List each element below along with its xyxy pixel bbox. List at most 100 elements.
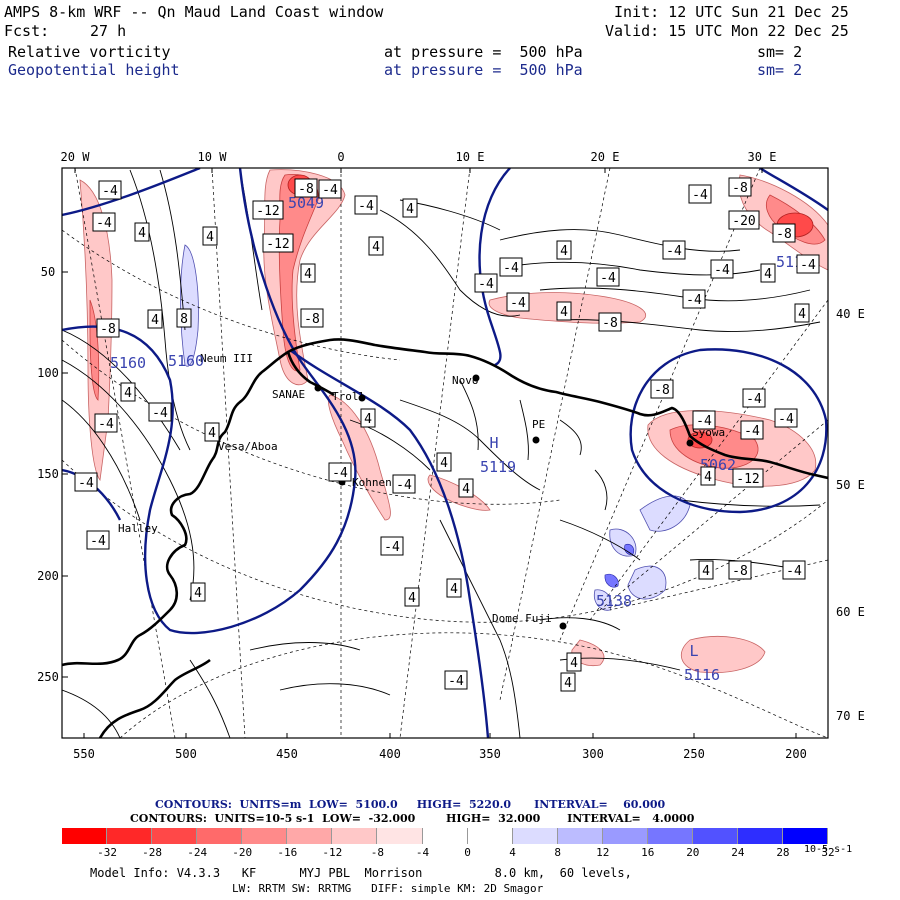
- contour-label: -12: [736, 472, 759, 487]
- contour-label: -4: [666, 244, 682, 259]
- station-label: Novo: [452, 374, 479, 387]
- field1-level: at pressure = 500 hPa: [384, 43, 583, 61]
- station-label: Troll: [332, 390, 365, 403]
- bottom-x-tick: 200: [785, 747, 807, 761]
- contour-label-box: [598, 312, 622, 332]
- contour-label-box: [360, 408, 376, 428]
- bottom-x-tick: 550: [73, 747, 95, 761]
- colorbar-label: -8: [370, 846, 385, 859]
- contour-label: -4: [152, 406, 168, 421]
- contour-label-box: [794, 303, 810, 323]
- contour-label-box: [262, 233, 294, 253]
- contour-label: -4: [800, 258, 816, 273]
- colorbar-unit: 10-5 s-1: [804, 844, 853, 855]
- field2-smoothing: sm= 2: [757, 61, 803, 79]
- contour-label-box: [404, 587, 420, 607]
- physics-info: LW: RRTM SW: RRTMG DIFF: simple KM: 2D S…: [232, 882, 544, 895]
- contour-label-box: [692, 410, 716, 430]
- contour-label-box: [92, 212, 116, 232]
- colorbar-label: -32: [97, 846, 117, 859]
- contour-label-box: [190, 582, 206, 602]
- contour-label: 4: [560, 244, 568, 259]
- top-lon-label: 10 E: [456, 150, 485, 164]
- contour-label-box: [176, 308, 192, 328]
- contour-label-box: [728, 177, 752, 197]
- colorbar-swatch: [242, 828, 288, 844]
- contour-label: 4: [138, 226, 146, 241]
- contour-label: 4: [372, 240, 380, 255]
- contour-label: 4: [364, 412, 372, 427]
- contour-label-box: [380, 536, 404, 556]
- contour-label: -4: [744, 424, 760, 439]
- valid-time: Valid: 15 UTC Mon 22 Dec 25: [605, 22, 849, 40]
- colorbar-swatch: [62, 828, 108, 844]
- contour-label: 4: [151, 313, 159, 328]
- contour-label-box: [368, 236, 384, 256]
- contour-label-box: [436, 452, 452, 472]
- contour-label: -8: [100, 322, 116, 337]
- right-lon-label: 50 E: [836, 478, 865, 492]
- contour-label: 4: [406, 202, 414, 217]
- contour-label-box: [499, 257, 523, 277]
- contour-label-box: [444, 670, 468, 690]
- colorbar-label: -12: [322, 846, 343, 859]
- top-lon-label: 20 E: [591, 150, 620, 164]
- colorbar-swatch: [377, 828, 423, 844]
- contour-label: -4: [786, 564, 802, 579]
- contour-label-box: [506, 292, 530, 312]
- contour-label: -4: [686, 293, 702, 308]
- contour-label-box: [86, 530, 110, 550]
- left-y-tick: 150: [37, 467, 59, 481]
- contour-label: -4: [98, 417, 114, 432]
- contour-label: -4: [600, 271, 616, 286]
- contour-label-box: [662, 240, 686, 260]
- vorticity-contours: [62, 169, 821, 738]
- top-lon-label: 30 E: [748, 150, 777, 164]
- station-label: Dome Fuji: [492, 612, 552, 625]
- colorbar-swatch: [692, 828, 738, 844]
- colorbar-label: 24: [731, 846, 745, 859]
- field1-name: Relative vorticity: [8, 43, 171, 61]
- contour-label: -8: [602, 316, 618, 331]
- height-label: 5160: [110, 354, 146, 372]
- contour-label-box: [760, 263, 776, 283]
- contour-label-box: [596, 267, 620, 287]
- contour-label: 4: [124, 386, 132, 401]
- contour-label: -8: [654, 383, 670, 398]
- station-label: Vesa/Aboa: [218, 440, 278, 453]
- contour-label: 4: [702, 564, 710, 579]
- colorbar-swatch: [647, 828, 693, 844]
- station-label: SANAE: [272, 388, 305, 401]
- contour-label-box: [294, 178, 318, 198]
- colorbar-label: 0: [464, 846, 471, 859]
- contour-label: 4: [560, 305, 568, 320]
- contour-label: -12: [256, 204, 279, 219]
- contour-label-box: [772, 223, 796, 243]
- contour-label-box: [204, 422, 220, 442]
- contour-label: -4: [448, 674, 464, 689]
- positive-vorticity-shading: [180, 244, 691, 611]
- forecast-label: Fcst:: [4, 22, 50, 40]
- contour-label-box: [96, 318, 120, 338]
- contour-label: -8: [298, 182, 314, 197]
- colorbar-label: 4: [509, 846, 516, 859]
- height-label: 5116: [684, 666, 720, 684]
- top-lon-label: 0: [337, 150, 344, 164]
- bottom-x-tick: 450: [276, 747, 298, 761]
- graticule: [62, 168, 828, 738]
- contour-label: -4: [503, 261, 519, 276]
- pressure-center: L: [689, 642, 698, 660]
- contour-label: 4: [564, 676, 572, 691]
- contour-label: 4: [704, 470, 712, 485]
- contour-label-box: [688, 184, 712, 204]
- colorbar-swatch: [107, 828, 153, 844]
- contour-label: 4: [764, 267, 772, 282]
- contour-label: 4: [304, 267, 312, 282]
- contour-label: -4: [102, 184, 118, 199]
- station-label: Neum III: [200, 352, 253, 365]
- bottom-x-tick: 300: [582, 747, 604, 761]
- contour-label-box: [556, 240, 572, 260]
- contour-label-box: [328, 462, 352, 482]
- contour-label-box: [252, 200, 284, 220]
